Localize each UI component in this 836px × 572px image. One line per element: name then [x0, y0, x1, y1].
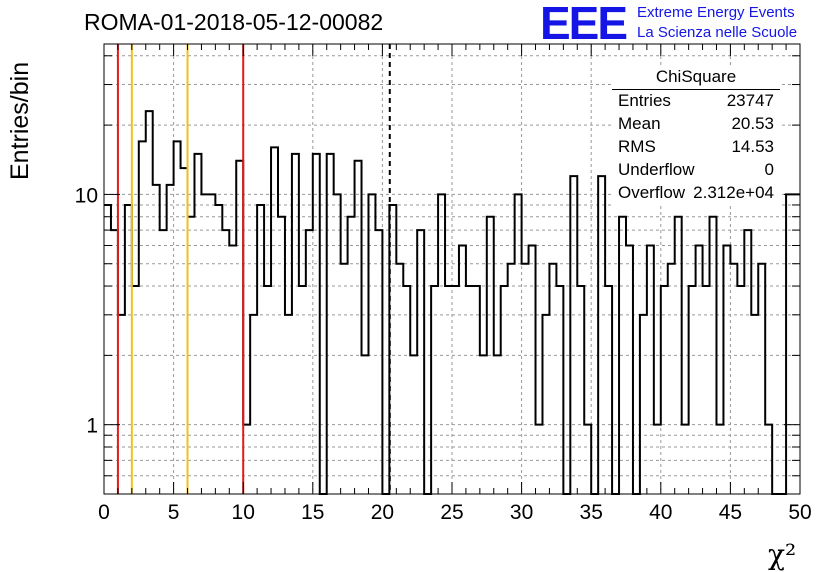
logo-line-2: La Scienza nelle Scuole	[637, 24, 798, 41]
y-tick-label: 10	[75, 184, 98, 207]
x-tick-label: 30	[510, 501, 533, 524]
x-tick-label: 25	[440, 501, 463, 524]
stats-row-mean: Mean 20.53	[618, 114, 774, 136]
stats-value: 2.312e+04	[693, 183, 774, 202]
eee-logo: EEE	[540, 0, 628, 49]
stats-name: ChiSquare	[655, 67, 737, 86]
logo-line-1: Extreme Energy Events	[637, 4, 795, 21]
x-tick-label: 15	[301, 501, 324, 524]
stats-value: 23747	[726, 91, 774, 110]
stats-key: Underflow	[618, 160, 695, 179]
y-tick-label: 1	[86, 415, 98, 438]
stats-row-underflow: Underflow 0	[618, 160, 774, 182]
stats-box: ChiSquare Entries 23747 Mean 20.53 RMS 1…	[612, 66, 780, 206]
stats-key: RMS	[618, 137, 656, 156]
stats-value: 20.53	[731, 114, 774, 133]
histogram-series	[104, 110, 800, 495]
stats-key: Overflow	[618, 183, 686, 202]
x-tick-label: 40	[649, 501, 672, 524]
stats-divider	[612, 89, 780, 90]
x-tick-label: 20	[371, 501, 394, 524]
stats-key: Entries	[618, 91, 671, 110]
x-tick-label: 0	[98, 501, 110, 524]
stats-key: Mean	[618, 114, 661, 133]
stats-row-rms: RMS 14.53	[618, 137, 774, 159]
stats-row-entries: Entries 23747	[618, 91, 774, 113]
x-tick-label: 35	[580, 501, 603, 524]
stats-row-overflow: Overflow 2.312e+04	[618, 183, 774, 205]
chart-title: ROMA-01-2018-05-12-00082	[84, 9, 384, 35]
x-tick-label: 50	[788, 501, 811, 524]
x-tick-label: 5	[168, 501, 180, 524]
y-axis-label: Entries/bin	[6, 61, 34, 180]
stats-value: 0	[764, 160, 774, 179]
x-tick-label: 45	[719, 501, 742, 524]
x-tick-label: 10	[232, 501, 255, 524]
stats-value: 14.53	[731, 137, 774, 156]
x-axis-label: χ²	[768, 538, 797, 571]
